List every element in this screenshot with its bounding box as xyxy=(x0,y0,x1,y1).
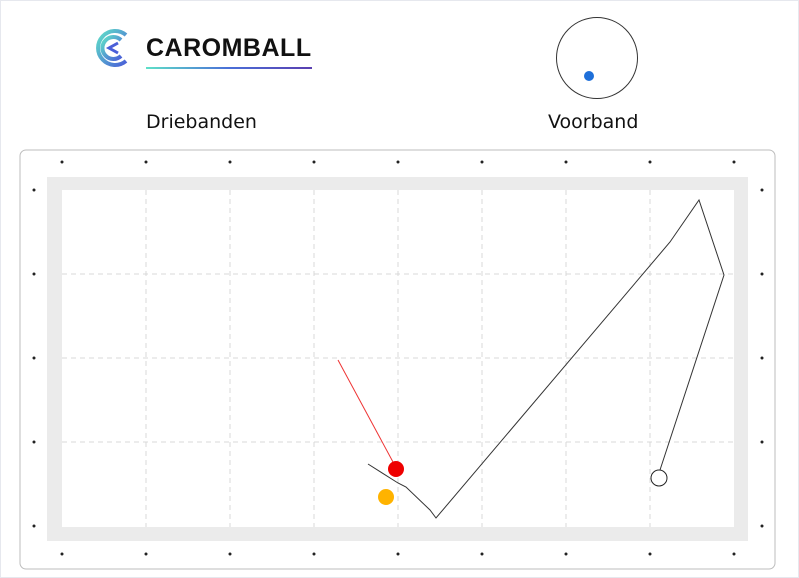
cue-ball-path xyxy=(367,198,725,519)
yellow-ball[interactable] xyxy=(378,489,394,505)
diamond-marker xyxy=(480,160,484,164)
diamond-marker xyxy=(32,188,36,192)
cue-ball[interactable] xyxy=(650,469,668,487)
brand-name: CAROMBALL xyxy=(146,33,312,69)
diamond-marker xyxy=(144,160,148,164)
diamond-marker xyxy=(312,552,316,556)
diamond-marker xyxy=(564,160,568,164)
brand-logo: CAROMBALL xyxy=(92,27,312,69)
diamond-marker xyxy=(396,160,400,164)
diamond-marker xyxy=(228,160,232,164)
diamond-marker xyxy=(32,524,36,528)
diamond-marker xyxy=(732,160,736,164)
diamond-marker xyxy=(760,524,764,528)
diamond-marker xyxy=(760,356,764,360)
diamond-marker xyxy=(760,188,764,192)
diamond-marker xyxy=(396,552,400,556)
game-mode-label: Driebanden xyxy=(146,111,257,133)
diamond-marker xyxy=(312,160,316,164)
diamond-marker xyxy=(32,356,36,360)
diamond-marker xyxy=(228,552,232,556)
shot-type-label: Voorband xyxy=(548,111,639,133)
diamond-marker xyxy=(648,160,652,164)
diamond-marker xyxy=(732,552,736,556)
diamond-marker xyxy=(60,160,64,164)
red-ball-path xyxy=(337,359,394,463)
diamond-marker xyxy=(648,552,652,556)
diamond-marker xyxy=(760,272,764,276)
diamond-marker xyxy=(564,552,568,556)
diamond-marker xyxy=(480,552,484,556)
diamond-marker xyxy=(760,440,764,444)
diamond-marker xyxy=(32,440,36,444)
caromball-logo-icon xyxy=(96,29,128,67)
spin-hit-point[interactable] xyxy=(584,71,594,81)
red-ball[interactable] xyxy=(388,461,404,477)
diamond-marker xyxy=(60,552,64,556)
diamond-marker xyxy=(32,272,36,276)
diamond-marker xyxy=(144,552,148,556)
spin-indicator[interactable] xyxy=(556,17,638,99)
